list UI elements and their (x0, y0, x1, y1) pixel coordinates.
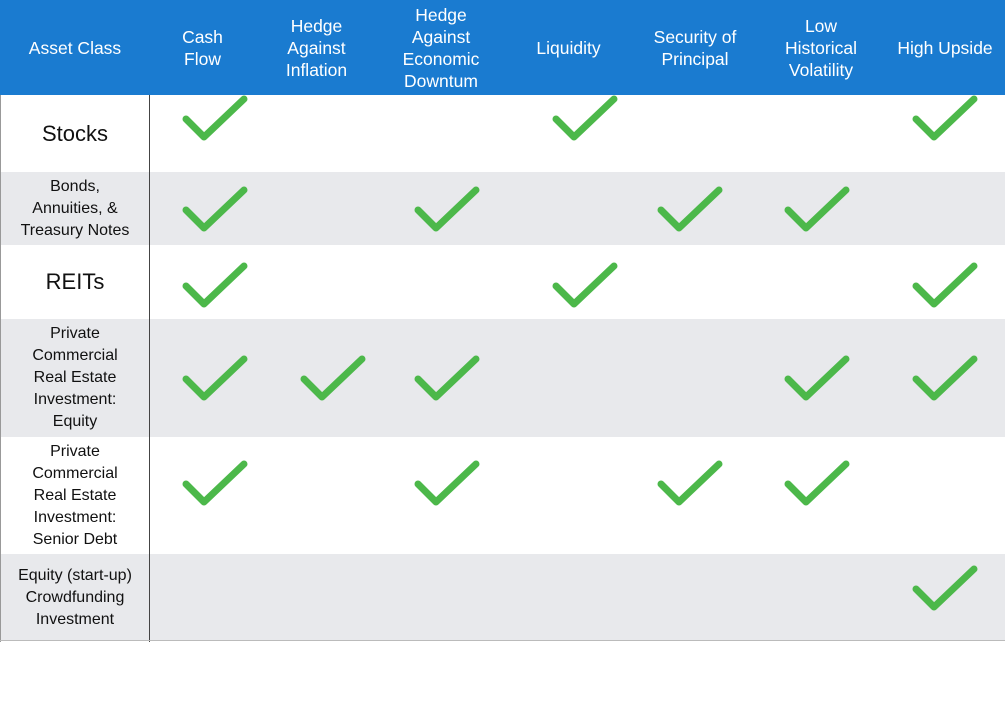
row-label: REITs (45, 269, 105, 294)
checkmark-icon (552, 262, 618, 308)
asset-comparison-table: Asset Class Cash Flow Hedge Against Inflati… (0, 0, 1005, 642)
checkmark-icon (182, 460, 248, 506)
table-row: Equity (start-up) Crowdfunding Investment (0, 554, 1005, 641)
checkmark-icon (657, 460, 723, 506)
checkmark-icon (784, 186, 850, 232)
table-row: REITs (0, 245, 1005, 319)
header-liquidity: Liquidity (536, 37, 601, 58)
header-hedge-downturn: Hedge Against Economic Downtum (402, 4, 480, 91)
checkmark-icon (784, 355, 850, 401)
checkmark-icon (182, 355, 248, 401)
checkmark-icon (182, 186, 248, 232)
left-border (0, 95, 1, 642)
bottom-border (0, 640, 1005, 641)
row-label: Private Commercial Real Estate Investment: E… (32, 325, 118, 430)
row-label: Equity (start-up) Crowdfunding Investment (18, 566, 132, 628)
checkmark-icon (912, 355, 978, 401)
header-cash-flow: Cash Flow (182, 26, 223, 69)
header-hedge-inflation: Hedge Against Inflation (285, 15, 348, 80)
checkmark-icon (552, 95, 618, 141)
checkmark-icon (912, 95, 978, 141)
table-row: Bonds, Annuities, & Treasury Notes (0, 172, 1005, 245)
checkmark-icon (784, 460, 850, 506)
checkmark-icon (414, 460, 480, 506)
table-row: Private Commercial Real Estate Investment: S… (0, 437, 1005, 554)
checkmark-icon (912, 262, 978, 308)
row-label: Stocks (41, 120, 109, 146)
row-label: Bonds, Annuities, & Treasury Notes (20, 177, 130, 239)
checkmark-icon (414, 355, 480, 401)
checkmark-icon (912, 565, 978, 611)
header-low-volatility: Low Historical Volatility (785, 15, 857, 80)
checkmark-icon (300, 355, 366, 401)
row-label: Private Commercial Real Estate Investment: S… (32, 442, 118, 548)
checkmark-icon (182, 95, 248, 141)
table-row: Private Commercial Real Estate Investment: E… (0, 319, 1005, 437)
table-row: Stocks (0, 95, 1005, 172)
header-high-upside: High Upside (897, 37, 993, 58)
header-security-principal: Security of Principal (653, 26, 737, 69)
checkmark-icon (414, 186, 480, 232)
label-divider (149, 95, 150, 642)
checkmark-icon (657, 186, 723, 232)
checkmark-icon (182, 262, 248, 308)
header-asset-class: Asset Class (28, 37, 122, 58)
table-header: Asset Class Cash Flow Hedge Against Inflati… (0, 0, 1005, 95)
